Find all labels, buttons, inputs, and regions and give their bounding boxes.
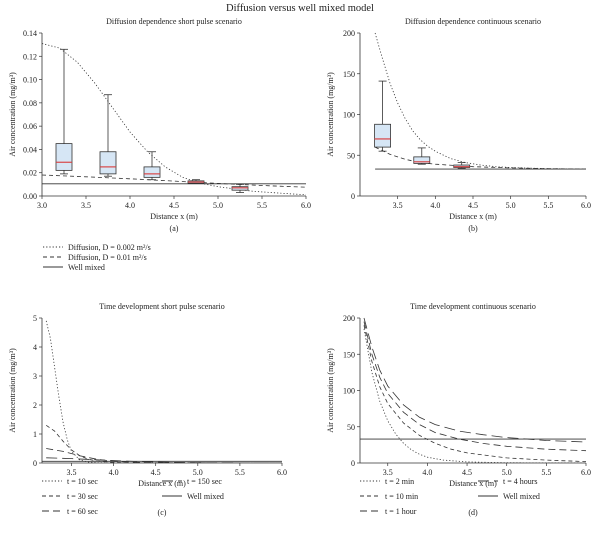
legend-bottom-right-entry: Well mixed: [503, 492, 540, 501]
panel-a-box: [231, 186, 249, 191]
panel-a-ytick-label: 0.00: [23, 192, 37, 201]
panel-a-xlabel: Distance x (m): [150, 212, 198, 221]
panel-a-ytick-label: 0.04: [23, 145, 37, 154]
panel-b-xtick-label: 3.5: [393, 201, 403, 210]
panel-d-ylabel: Air concentration (mg/m³): [326, 348, 335, 433]
legend-bottom-right-entry: t = 2 min: [385, 477, 414, 486]
panel-d-xtick-label: 4.5: [462, 468, 472, 477]
panel-b-ytick-label: 150: [343, 70, 355, 79]
panel-b-xtick-label: 6.0: [581, 201, 591, 210]
panel-c-xlabel: Distance x (m): [138, 479, 186, 488]
panel-d-xtick-label: 5.0: [502, 468, 512, 477]
panel-b-series-dotted-line: [374, 32, 586, 170]
panel-d-series-longdash-line: [363, 321, 586, 452]
legend-bottom-left-entry: t = 150 sec: [187, 477, 222, 486]
panel-a-ytick-label: 0.10: [23, 76, 37, 85]
panel-b-ytick-label: 50: [347, 151, 355, 160]
panel-a-ytick-label: 0.08: [23, 99, 37, 108]
panel-c-label: (c): [158, 508, 167, 517]
panel-d-ytick-label: 100: [343, 387, 355, 396]
legend-bottom-left-entry: Well mixed: [187, 492, 224, 501]
panel-d-xtick-label: 3.5: [383, 468, 393, 477]
panel-c-series-dotted-line: [45, 320, 282, 463]
panel-c-xtick-label: 4.5: [151, 468, 161, 477]
panel-a-box: [55, 143, 73, 171]
panel-a-ylabel: Air concentration (mg/m³): [8, 72, 17, 157]
panel-c-ytick-label: 1: [33, 430, 37, 439]
panel-a-box: [143, 166, 161, 178]
panel-d-series-xlongdash-line: [363, 317, 586, 443]
panel-a-series-dotted-line: [42, 43, 306, 196]
panel-b-xtick-label: 4.0: [430, 201, 440, 210]
figure-title: Diffusion versus well mixed model: [226, 3, 374, 14]
panel-a-xtick-label: 4.0: [125, 201, 135, 210]
panel-d-xtick-label: 4.0: [422, 468, 432, 477]
panel-b-label: (b): [468, 224, 478, 233]
panel-b-title: Diffusion dependence continuous scenario: [405, 17, 541, 26]
panel-b-ytick-label: 100: [343, 111, 355, 120]
panel-c-ytick-label: 5: [33, 314, 37, 323]
legend-bottom-left-entry: t = 60 sec: [67, 507, 98, 516]
panel-c-xtick-label: 6.0: [277, 468, 287, 477]
legend-bottom-left-entry: t = 10 sec: [67, 477, 98, 486]
panel-c-ylabel: Air concentration (mg/m³): [8, 348, 17, 433]
panel-d-label: (d): [468, 508, 478, 517]
panel-b-xtick-label: 5.0: [506, 201, 516, 210]
panel-d-title: Time development continuous scenario: [410, 302, 536, 311]
legend-bottom-left-entry: t = 30 sec: [67, 492, 98, 501]
panel-a-xtick-label: 3.0: [37, 201, 47, 210]
legend-top-entry: Diffusion, D = 0.002 m²/s: [68, 243, 151, 252]
panel-d-xtick-label: 5.5: [541, 468, 551, 477]
panel-b-ylabel: Air concentration (mg/m³): [326, 72, 335, 157]
panel-a-xtick-label: 3.5: [81, 201, 91, 210]
panel-a-label: (a): [170, 224, 179, 233]
panel-d-series-dotted-line: [363, 328, 586, 463]
panel-c-ytick-label: 0: [33, 459, 37, 468]
panel-c-ytick-label: 3: [33, 372, 37, 381]
panel-c-series-xlongdash-line: [46, 457, 282, 463]
panel-b-xtick-label: 5.5: [543, 201, 553, 210]
panel-d-ytick-label: 0: [351, 459, 355, 468]
panel-a-box: [99, 151, 117, 175]
panel-d-xlabel: Distance x (m): [449, 479, 497, 488]
panel-a-xtick-label: 5.0: [213, 201, 223, 210]
panel-c-series-dashed-line: [45, 424, 282, 463]
panel-c-xtick-label: 5.0: [193, 468, 203, 477]
panel-a-title: Diffusion dependence short pulse scenari…: [106, 17, 242, 26]
legend-bottom-right-entry: t = 10 min: [385, 492, 418, 501]
panel-b-ytick-label: 0: [351, 192, 355, 201]
legend-bottom-right-entry: t = 4 hours: [503, 477, 538, 486]
panel-a-ytick-label: 0.06: [23, 122, 37, 131]
panel-b-xtick-label: 4.5: [468, 201, 478, 210]
legend-top-entry: Diffusion, D = 0.01 m²/s: [68, 253, 147, 262]
panel-c-ytick-label: 4: [33, 343, 37, 352]
panel-a-xtick-label: 4.5: [169, 201, 179, 210]
panel-c-title: Time development short pulse scenario: [99, 302, 224, 311]
panel-d-ytick-label: 150: [343, 350, 355, 359]
panel-a-xtick-label: 5.5: [257, 201, 267, 210]
legend-top-entry: Well mixed: [68, 263, 105, 272]
panel-c-xtick-label: 4.0: [109, 468, 119, 477]
panel-c-series-longdash-line: [46, 448, 282, 463]
panel-d-xtick-label: 6.0: [581, 468, 591, 477]
panel-a-ytick-label: 0.02: [23, 169, 37, 178]
panel-b-xlabel: Distance x (m): [449, 212, 497, 221]
panel-a-series-dashed-line: [42, 174, 306, 188]
legend-bottom-right-entry: t = 1 hour: [385, 507, 417, 516]
panel-c-ytick-label: 2: [33, 401, 37, 410]
panel-c-xtick-label: 3.5: [66, 468, 76, 477]
panel-b-box: [413, 156, 431, 164]
panel-d-series-dashed-line: [363, 325, 586, 462]
panel-b-ytick-label: 200: [343, 29, 355, 38]
panel-b-series-dashed-line: [374, 146, 586, 170]
panel-b-box: [374, 123, 392, 148]
panel-d-ytick-label: 200: [343, 314, 355, 323]
panel-d-ytick-label: 50: [347, 423, 355, 432]
panel-a-ytick-label: 0.14: [23, 29, 37, 38]
panel-a-xtick-label: 6.0: [301, 201, 311, 210]
panel-c-xtick-label: 5.5: [235, 468, 245, 477]
panel-a-ytick-label: 0.12: [23, 52, 37, 61]
